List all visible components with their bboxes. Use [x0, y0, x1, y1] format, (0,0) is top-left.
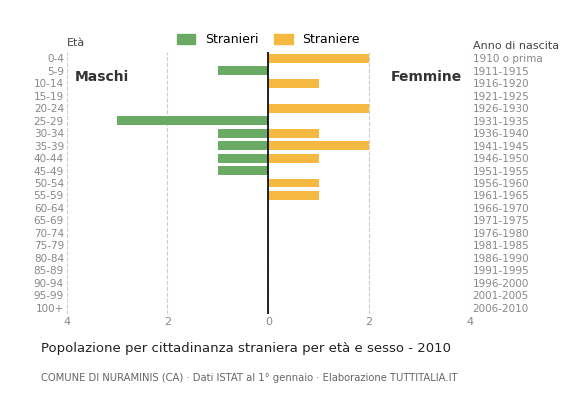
Bar [218, 154, 268, 162]
Text: Popolazione per cittadinanza straniera per età e sesso - 2010: Popolazione per cittadinanza straniera p… [41, 342, 451, 355]
Bar [218, 129, 268, 138]
Bar [268, 79, 318, 88]
Text: COMUNE DI NURAMINIS (CA) · Dati ISTAT al 1° gennaio · Elaborazione TUTTITALIA.IT: COMUNE DI NURAMINIS (CA) · Dati ISTAT al… [41, 373, 457, 383]
Bar [218, 141, 268, 150]
Bar [268, 54, 369, 63]
Text: Femmine: Femmine [391, 70, 462, 84]
Bar [268, 141, 369, 150]
Bar [268, 154, 318, 162]
Bar [218, 166, 268, 175]
Text: Maschi: Maschi [74, 70, 129, 84]
Bar [268, 104, 369, 113]
Bar [268, 191, 318, 200]
Text: Età: Età [67, 38, 85, 48]
Bar [218, 66, 268, 75]
Bar [117, 116, 268, 125]
Bar [268, 178, 318, 188]
Text: Anno di nascita: Anno di nascita [473, 41, 559, 51]
Legend: Stranieri, Straniere: Stranieri, Straniere [172, 28, 365, 51]
Bar [268, 129, 318, 138]
